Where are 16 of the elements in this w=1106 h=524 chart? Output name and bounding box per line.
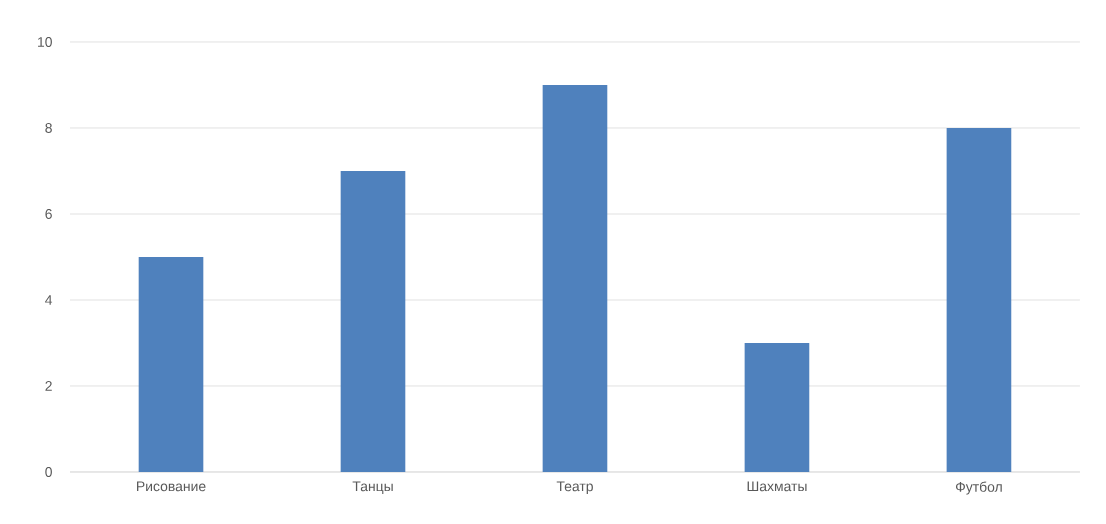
bar [138,256,204,472]
x-tick-label: Футбол [955,481,1002,495]
x-tick-label: Театр [556,481,593,494]
x-tick-label: Танцы [352,481,393,494]
x-tick-label: Рисование [137,481,206,492]
bar [340,170,406,472]
x-tick-label: Шахматы [747,481,807,492]
bar [946,127,1012,472]
y-tick-label: 0 [45,467,52,477]
y-tick-label: 8 [45,123,52,133]
y-tick-label: 10 [38,37,52,47]
y-tick-label: 6 [45,209,52,219]
bar [542,84,608,472]
bar [744,342,810,472]
y-tick-label: 2 [45,381,52,391]
y-tick-label: 4 [45,295,53,305]
